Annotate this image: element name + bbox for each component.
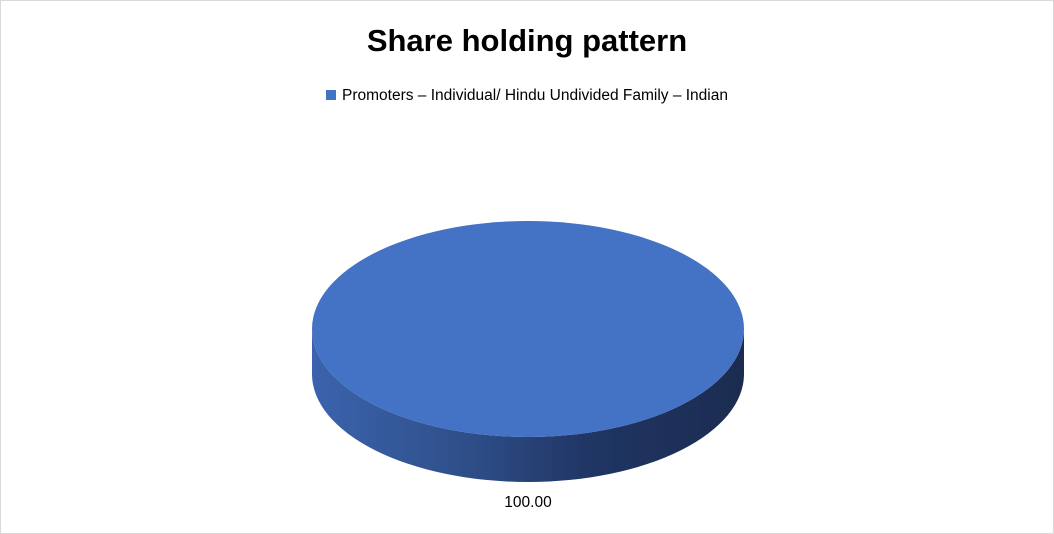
legend: Promoters – Individual/ Hindu Undivided … xyxy=(1,87,1053,105)
pie-slice-promoters xyxy=(312,221,744,437)
legend-swatch xyxy=(326,90,336,100)
chart-title: Share holding pattern xyxy=(366,23,688,58)
data-label: 100.00 xyxy=(504,494,552,511)
legend-label: Promoters – Individual/ Hindu Undivided … xyxy=(342,87,728,104)
pie-slice-side xyxy=(312,329,744,482)
